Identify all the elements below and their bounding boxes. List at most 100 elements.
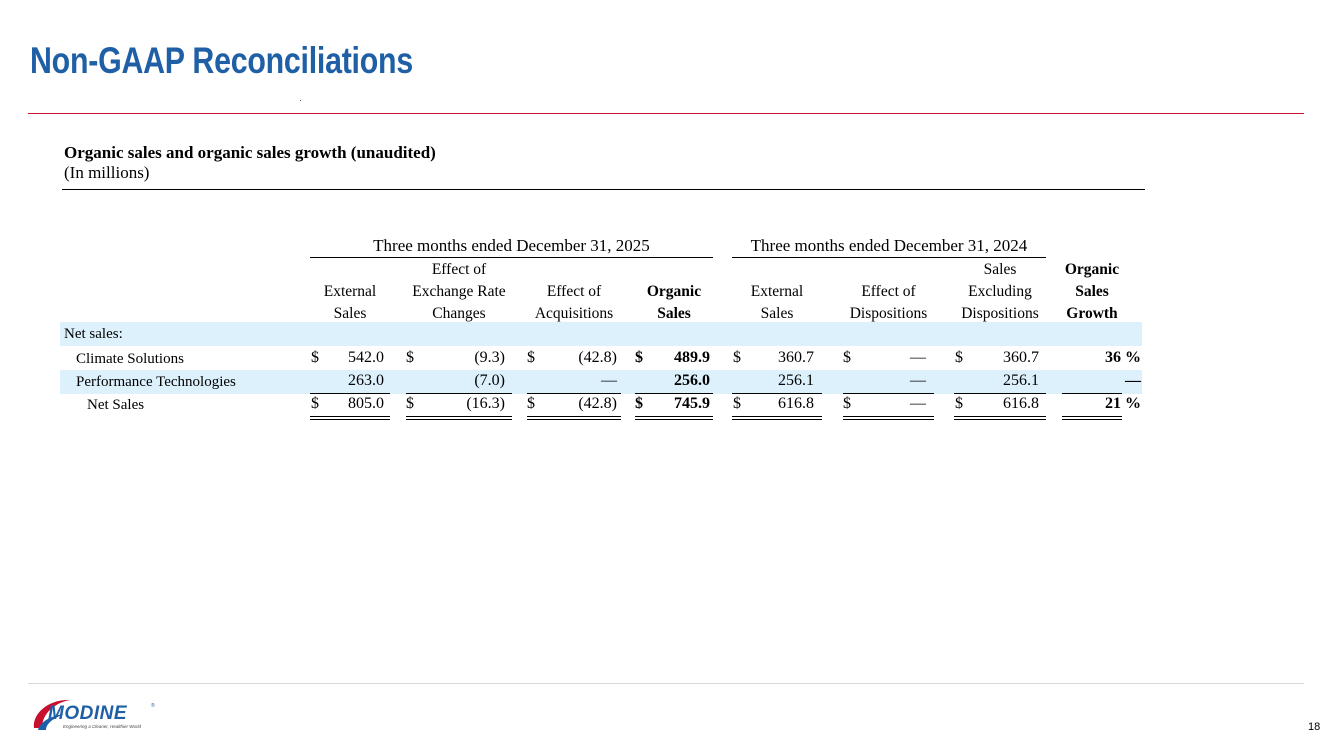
column-header-line: Dispositions — [849, 305, 928, 322]
currency-symbol: $ — [733, 395, 741, 412]
subtotal-rule — [843, 393, 934, 394]
company-logo: MODINE ® Engineering a Cleaner, Healthie… — [30, 694, 160, 734]
total-double-rule — [1062, 416, 1122, 420]
column-header-line: Changes — [432, 305, 486, 322]
cell-value: — — [910, 349, 926, 366]
cell-value: 360.7 — [778, 349, 814, 366]
currency-symbol: $ — [955, 395, 963, 412]
cell-value: (42.8) — [578, 395, 617, 412]
column-header-line: Excluding — [968, 283, 1032, 300]
currency-symbol: $ — [311, 395, 319, 412]
row-highlight-net-sales — [60, 322, 1142, 346]
currency-symbol: $ — [635, 395, 643, 412]
column-header: Effect of Exchange Rate Changes — [406, 259, 512, 327]
cell-value: 256.1 — [778, 372, 814, 389]
total-double-rule — [310, 416, 390, 420]
currency-symbol: $ — [527, 395, 535, 412]
cell-value: 21 % — [1105, 395, 1141, 412]
cell-value: 805.0 — [348, 395, 384, 412]
section-label: Net sales: — [64, 326, 123, 342]
cell-value: — — [910, 372, 926, 389]
cell-value: 489.9 — [674, 349, 710, 366]
slide-title: Non-GAAP Reconciliations — [30, 40, 413, 81]
column-header: Organic Sales Growth — [1062, 259, 1122, 327]
currency-symbol: $ — [955, 349, 963, 366]
cell-value: 256.1 — [1003, 372, 1039, 389]
subtotal-rule — [732, 393, 822, 394]
cell-value: 360.7 — [1003, 349, 1039, 366]
total-double-rule — [732, 416, 822, 420]
footer-divider — [28, 683, 1304, 684]
column-header-line: Organic — [646, 283, 702, 300]
column-header-line: Sales — [1075, 283, 1109, 300]
column-header: Effect of Acquisitions — [527, 281, 621, 327]
total-double-rule — [843, 416, 934, 420]
cell-value: (42.8) — [578, 349, 617, 366]
column-header-line: Effect of — [861, 283, 916, 300]
column-header: Sales Excluding Dispositions — [954, 259, 1046, 327]
cell-value: (9.3) — [474, 349, 505, 366]
currency-symbol: $ — [733, 349, 741, 366]
cell-value: 256.0 — [674, 372, 710, 389]
total-double-rule — [527, 416, 621, 420]
currency-symbol: $ — [527, 349, 535, 366]
column-header-line: Sales — [333, 305, 367, 322]
cell-value: — — [1125, 372, 1141, 389]
column-header-line: Sales — [657, 305, 691, 322]
cell-value: (7.0) — [474, 372, 505, 389]
cell-value: 616.8 — [1003, 395, 1039, 412]
table-subtitle: (In millions) — [64, 163, 150, 182]
subtotal-rule — [1062, 393, 1122, 394]
subtotal-rule — [406, 393, 512, 394]
stray-dot — [300, 100, 301, 101]
column-header-line: Sales — [760, 305, 794, 322]
registered-mark: ® — [151, 703, 155, 709]
currency-symbol: $ — [406, 395, 414, 412]
table-title: Organic sales and organic sales growth (… — [64, 143, 436, 162]
total-double-rule — [954, 416, 1046, 420]
row-highlight-performance — [60, 370, 1142, 394]
cell-value: — — [910, 395, 926, 412]
column-header-line: External — [323, 283, 377, 300]
total-double-rule — [406, 416, 512, 420]
page-number: 18 — [1308, 721, 1321, 733]
subtotal-rule — [635, 393, 713, 394]
cell-value: 745.9 — [674, 395, 710, 412]
currency-symbol: $ — [843, 349, 851, 366]
row-label: Climate Solutions — [76, 351, 184, 367]
logo-tagline: Engineering a Cleaner, Healthier World — [63, 724, 142, 729]
column-header: External Sales — [732, 281, 822, 327]
total-double-rule — [635, 416, 713, 420]
column-header-line: External — [750, 283, 804, 300]
title-divider — [28, 113, 1304, 114]
column-header-line: Sales — [983, 261, 1017, 278]
row-label: Performance Technologies — [76, 374, 236, 390]
row-label: Net Sales — [87, 397, 145, 413]
column-header: Effect of Dispositions — [843, 281, 934, 327]
column-header-line: Dispositions — [961, 305, 1039, 322]
currency-symbol: $ — [311, 349, 319, 366]
column-header: Organic Sales — [635, 281, 713, 327]
subtotal-rule — [527, 393, 621, 394]
cell-value: — — [601, 372, 617, 389]
cell-value: 616.8 — [778, 395, 814, 412]
cell-value: (16.3) — [466, 395, 505, 412]
column-header-line: Effect of — [431, 261, 487, 278]
group-header-2024: Three months ended December 31, 2024 — [732, 236, 1046, 258]
logo-swoosh-icon — [33, 699, 70, 730]
column-header-line: Acquisitions — [534, 305, 614, 322]
table-top-rule — [62, 189, 1145, 190]
cell-value: 36 % — [1105, 349, 1141, 366]
column-header-line: Growth — [1066, 305, 1118, 322]
column-header: External Sales — [310, 281, 390, 327]
column-header-line: Exchange Rate — [412, 283, 506, 300]
group-header-2025: Three months ended December 31, 2025 — [310, 236, 713, 258]
column-header-line: Effect of — [546, 283, 602, 300]
cell-value: 542.0 — [348, 349, 384, 366]
cell-value: 263.0 — [348, 372, 384, 389]
currency-symbol: $ — [635, 349, 643, 366]
logo-wordmark: MODINE — [48, 703, 127, 724]
subtotal-rule — [310, 393, 390, 394]
currency-symbol: $ — [843, 395, 851, 412]
currency-symbol: $ — [406, 349, 414, 366]
